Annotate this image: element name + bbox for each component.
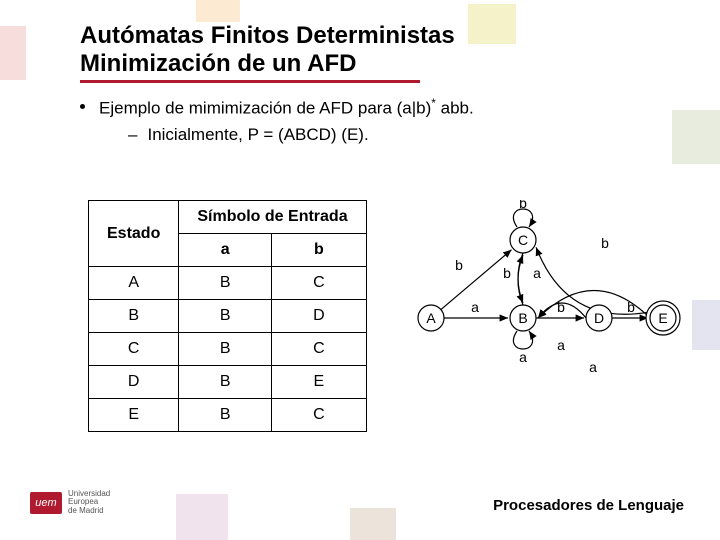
table-cell: B xyxy=(179,300,272,333)
table-column-header: b xyxy=(272,234,367,267)
edge-label: b xyxy=(601,235,609,251)
footer-right: Procesadores de Lenguaje xyxy=(493,497,684,514)
dash-icon: – xyxy=(128,125,137,145)
logo-sub-3: de Madrid xyxy=(68,507,110,516)
table-cell-state: C xyxy=(89,333,179,366)
table-cell: B xyxy=(179,267,272,300)
table-cell-state: A xyxy=(89,267,179,300)
transition-table: Estado Símbolo de Entrada ab ABCBBDCBCDB… xyxy=(88,200,367,432)
title-line-1: Autómatas Finitos Deterministas xyxy=(80,22,455,50)
logo-badge: uem xyxy=(30,492,62,514)
edge-label: b xyxy=(455,257,463,273)
logo-subtext: Universidad Europea de Madrid xyxy=(68,490,110,516)
edge-label: a xyxy=(533,265,541,281)
footer-logo: uem Universidad Europea de Madrid xyxy=(30,490,110,516)
decoration-block xyxy=(0,26,26,80)
decoration-block xyxy=(692,300,720,350)
edge-label: a xyxy=(519,349,527,365)
title-underline xyxy=(80,80,420,83)
bullet-prefix: Ejemplo de mimimización de AFD para (a|b… xyxy=(99,99,431,118)
state-diagram: abbbabaababABCDE xyxy=(403,200,683,400)
table-cell-state: D xyxy=(89,366,179,399)
edge-label: a xyxy=(589,359,597,375)
state-label: B xyxy=(518,310,527,326)
table-cell: C xyxy=(272,267,367,300)
slide-title: Autómatas Finitos Deterministas Minimiza… xyxy=(80,22,455,83)
title-line-2: Minimización de un AFD xyxy=(80,50,455,78)
table-cell: B xyxy=(179,399,272,432)
table-cell: B xyxy=(179,333,272,366)
state-label: E xyxy=(658,310,667,326)
edge-label: b xyxy=(503,265,511,281)
bullet-main-text: Ejemplo de mimimización de AFD para (a|b… xyxy=(99,96,474,119)
table-cell-state: E xyxy=(89,399,179,432)
table-column-header: a xyxy=(179,234,272,267)
table-row: CBC xyxy=(89,333,367,366)
bullet-list: Ejemplo de mimimización de AFD para (a|b… xyxy=(80,96,474,145)
table-header-simbolo: Símbolo de Entrada xyxy=(179,201,366,234)
self-loop xyxy=(513,331,532,349)
state-label: A xyxy=(426,310,436,326)
table-row: BBD xyxy=(89,300,367,333)
table-cell: C xyxy=(272,399,367,432)
edge-label: b xyxy=(519,200,527,211)
table-cell: C xyxy=(272,333,367,366)
bullet-sub: – Inicialmente, P = (ABCD) (E). xyxy=(128,125,474,145)
diagram-svg: abbbabaababABCDE xyxy=(403,200,683,400)
state-label: D xyxy=(594,310,604,326)
table-cell: E xyxy=(272,366,367,399)
decoration-block xyxy=(468,4,516,44)
table-cell: B xyxy=(179,366,272,399)
table-row: EBC xyxy=(89,399,367,432)
table-row: DBE xyxy=(89,366,367,399)
edge-label: a xyxy=(557,337,565,353)
bullet-dot-icon xyxy=(80,104,85,109)
decoration-block xyxy=(672,110,720,164)
table-cell-state: B xyxy=(89,300,179,333)
edge-label: a xyxy=(471,299,479,315)
edge xyxy=(518,255,523,305)
bullet-sub-text: Inicialmente, P = (ABCD) (E). xyxy=(147,125,368,145)
table-cell: D xyxy=(272,300,367,333)
bullet-suffix: abb. xyxy=(436,99,474,118)
table-row: ABC xyxy=(89,267,367,300)
decoration-block xyxy=(196,0,240,22)
decoration-block xyxy=(176,494,228,540)
bullet-main: Ejemplo de mimimización de AFD para (a|b… xyxy=(80,96,474,119)
state-label: C xyxy=(518,232,528,248)
table-header-estado: Estado xyxy=(89,201,179,267)
self-loop xyxy=(513,209,532,227)
decoration-block xyxy=(350,508,396,540)
